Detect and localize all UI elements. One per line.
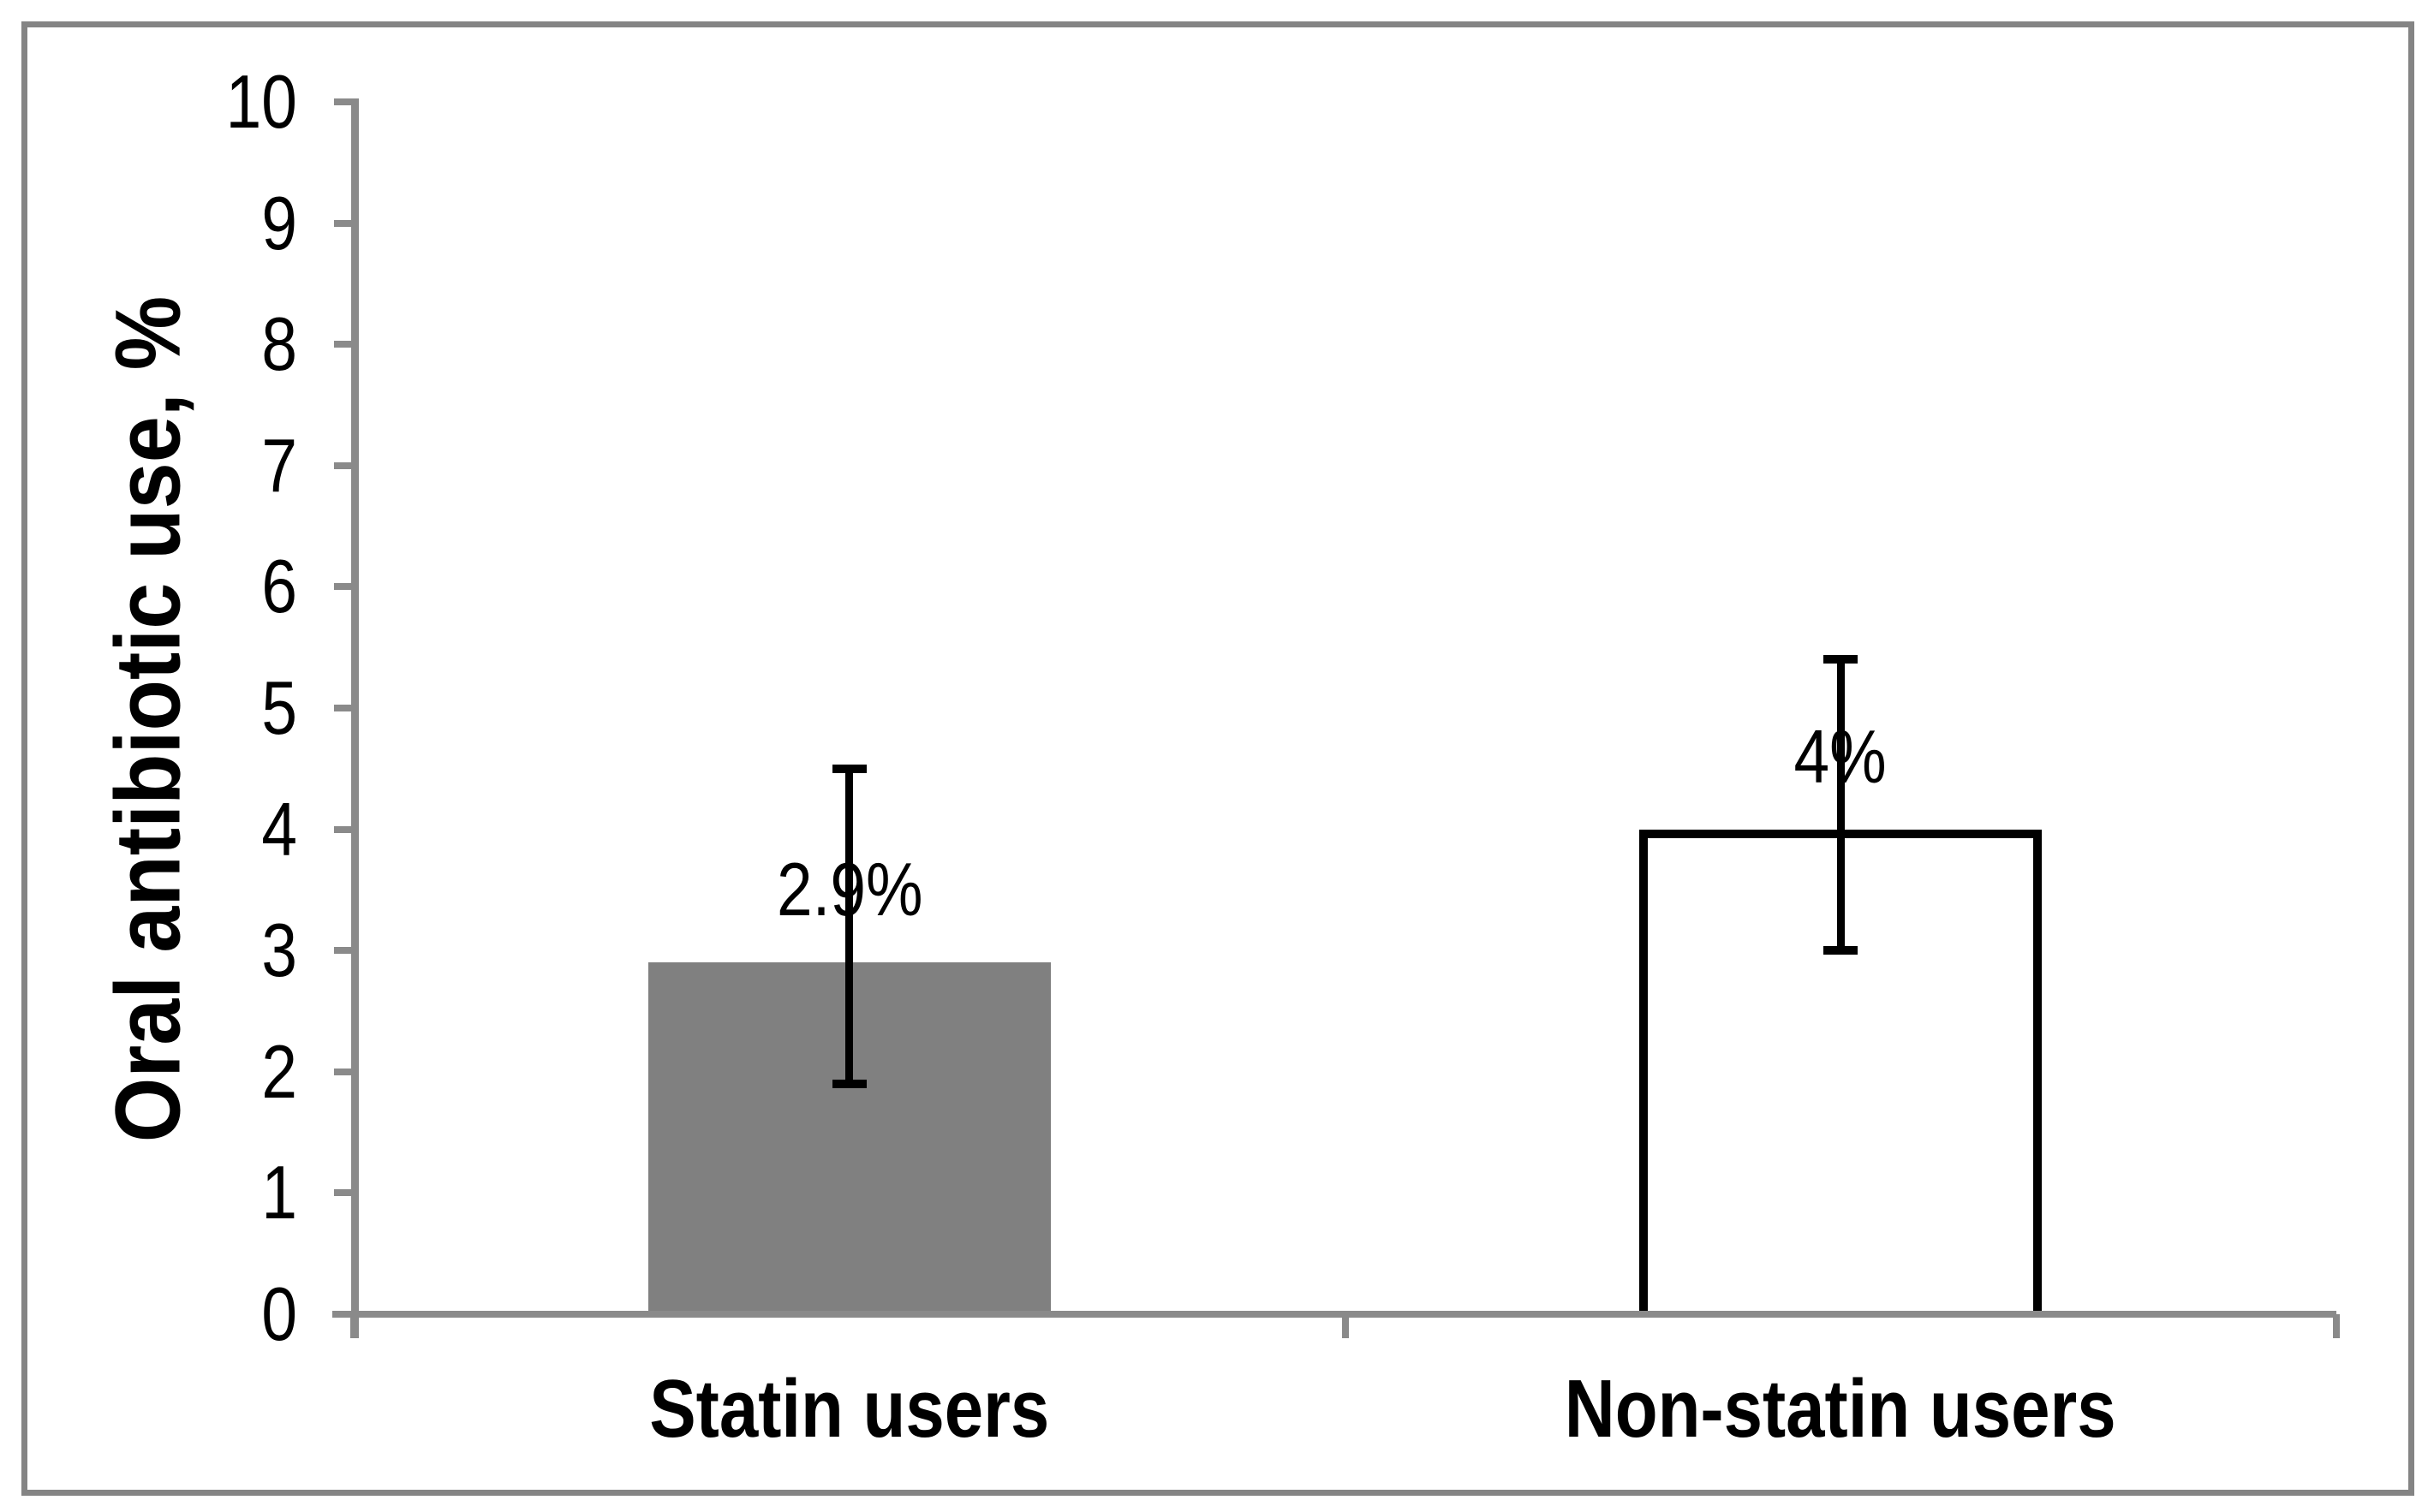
error-bar-top-cap-non-statin-users	[1823, 655, 1858, 664]
x-tick-mark-1	[1342, 1314, 1349, 1338]
y-axis-line	[351, 98, 359, 1338]
error-bar-top-cap-statin-users	[832, 765, 867, 773]
y-tick-label-1: 1	[261, 1150, 297, 1235]
y-tick-mark-10	[334, 98, 357, 105]
y-tick-label-0: 0	[261, 1271, 297, 1356]
y-tick-label-6: 6	[261, 544, 297, 628]
y-tick-mark-6	[334, 583, 357, 590]
category-label-statin-users: Statin users	[649, 1363, 1050, 1455]
y-tick-mark-7	[334, 462, 357, 469]
error-bar-non-statin-users	[1837, 659, 1845, 950]
data-label-non-statin-users: 4%	[1793, 714, 1888, 799]
y-tick-mark-4	[334, 826, 357, 833]
x-tick-mark-2	[2333, 1314, 2340, 1338]
y-tick-mark-2	[334, 1069, 357, 1075]
error-bar-bottom-cap-non-statin-users	[1823, 946, 1858, 955]
y-tick-label-9: 9	[261, 181, 297, 265]
y-tick-label-7: 7	[261, 423, 297, 508]
y-tick-label-5: 5	[261, 665, 297, 750]
y-tick-label-2: 2	[261, 1029, 297, 1114]
y-tick-label-3: 3	[261, 908, 297, 992]
error-bar-statin-users	[845, 769, 853, 1084]
y-axis-title-text: Oral antibiotic use, %	[95, 295, 200, 1143]
y-tick-label-10: 10	[225, 59, 297, 144]
y-tick-mark-5	[334, 705, 357, 711]
data-label-statin-users: 2.9%	[776, 847, 923, 932]
category-label-non-statin-users: Non-statin users	[1565, 1363, 2116, 1455]
y-tick-label-8: 8	[261, 301, 297, 386]
y-tick-mark-8	[334, 341, 357, 348]
y-tick-label-4: 4	[261, 787, 297, 872]
y-tick-mark-3	[334, 947, 357, 954]
chart-outer-border	[21, 21, 2414, 1496]
x-axis-line	[332, 1311, 2336, 1318]
y-tick-mark-1	[334, 1189, 357, 1196]
y-tick-mark-9	[334, 220, 357, 227]
error-bar-bottom-cap-statin-users	[832, 1080, 867, 1088]
